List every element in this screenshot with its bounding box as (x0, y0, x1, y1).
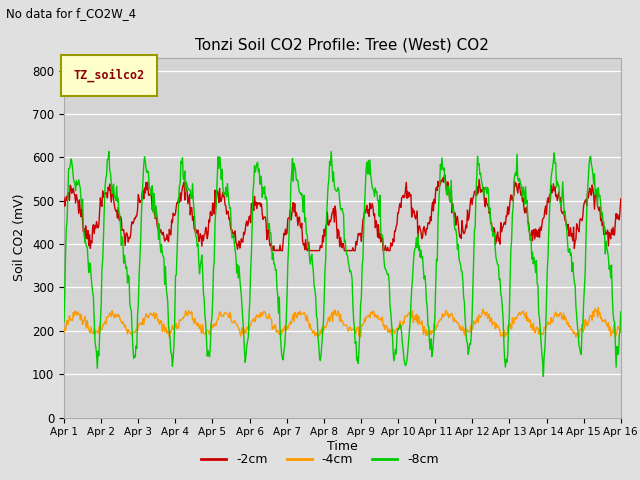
Text: No data for f_CO2W_4: No data for f_CO2W_4 (6, 7, 136, 20)
Legend: -2cm, -4cm, -8cm: -2cm, -4cm, -8cm (196, 448, 444, 471)
X-axis label: Time: Time (327, 440, 358, 453)
Y-axis label: Soil CO2 (mV): Soil CO2 (mV) (13, 194, 26, 281)
Text: TZ_soilco2: TZ_soilco2 (73, 69, 145, 82)
Title: Tonzi Soil CO2 Profile: Tree (West) CO2: Tonzi Soil CO2 Profile: Tree (West) CO2 (195, 37, 490, 52)
